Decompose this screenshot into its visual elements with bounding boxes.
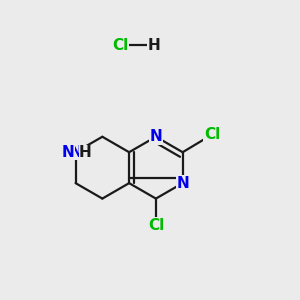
Text: N: N — [69, 145, 82, 160]
Text: N: N — [176, 176, 189, 190]
Text: N: N — [61, 145, 74, 160]
Text: H: H — [79, 145, 92, 160]
Text: H: H — [148, 38, 161, 53]
Text: N: N — [149, 129, 162, 144]
Text: Cl: Cl — [148, 218, 164, 232]
Text: Cl: Cl — [112, 38, 129, 53]
Text: Cl: Cl — [204, 127, 220, 142]
